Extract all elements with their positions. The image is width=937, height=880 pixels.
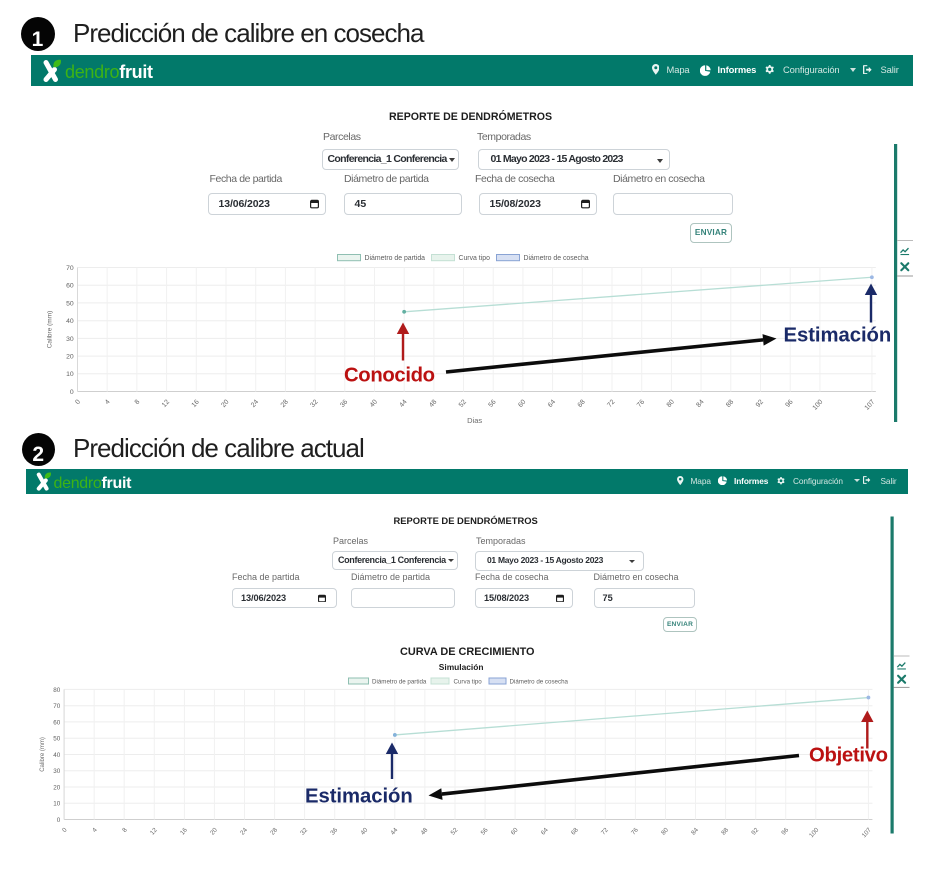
svg-text:20: 20 [53, 784, 61, 791]
svg-text:40: 40 [359, 826, 369, 836]
svg-text:Calibre (mm): Calibre (mm) [47, 311, 54, 349]
svg-text:68: 68 [570, 826, 580, 836]
svg-text:Estimación: Estimación [784, 325, 892, 347]
svg-text:16: 16 [191, 398, 201, 408]
svg-text:8: 8 [121, 826, 129, 834]
svg-text:8: 8 [134, 398, 142, 406]
svg-text:72: 72 [600, 826, 610, 836]
svg-text:Objetivo: Objetivo [809, 745, 888, 767]
svg-text:0: 0 [74, 398, 82, 406]
svg-text:70: 70 [66, 265, 74, 272]
svg-text:Diámetro de partida: Diámetro de partida [365, 255, 426, 262]
svg-text:52: 52 [450, 826, 460, 836]
svg-text:4: 4 [104, 398, 112, 406]
svg-text:100: 100 [812, 398, 825, 411]
svg-text:64: 64 [547, 398, 557, 408]
svg-text:Diámetro de partida: Diámetro de partida [372, 679, 427, 686]
svg-text:44: 44 [398, 398, 408, 408]
svg-text:107: 107 [861, 826, 874, 839]
svg-text:84: 84 [695, 398, 705, 408]
svg-text:88: 88 [720, 826, 730, 836]
svg-text:60: 60 [53, 719, 61, 726]
svg-text:32: 32 [309, 398, 319, 408]
svg-text:100: 100 [808, 826, 821, 839]
svg-text:64: 64 [540, 826, 550, 836]
svg-text:80: 80 [53, 687, 61, 694]
svg-text:70: 70 [53, 703, 61, 710]
svg-text:0: 0 [70, 389, 74, 396]
svg-text:16: 16 [179, 826, 189, 836]
svg-text:24: 24 [250, 398, 260, 408]
svg-text:72: 72 [606, 398, 616, 408]
svg-text:44: 44 [389, 826, 399, 836]
svg-text:50: 50 [66, 300, 74, 307]
svg-text:80: 80 [660, 826, 670, 836]
svg-text:68: 68 [577, 398, 587, 408]
svg-text:30: 30 [66, 336, 74, 343]
svg-text:56: 56 [487, 398, 497, 408]
svg-text:12: 12 [161, 398, 171, 408]
svg-text:60: 60 [66, 283, 74, 290]
svg-text:48: 48 [419, 826, 429, 836]
svg-text:40: 40 [369, 398, 379, 408]
svg-text:92: 92 [755, 398, 765, 408]
svg-text:Diámetro de cosecha: Diámetro de cosecha [510, 679, 569, 686]
svg-text:40: 40 [66, 318, 74, 325]
svg-text:20: 20 [220, 398, 230, 408]
svg-text:Calibre (mm): Calibre (mm) [40, 737, 46, 772]
svg-text:80: 80 [666, 398, 676, 408]
svg-text:60: 60 [510, 826, 520, 836]
svg-text:92: 92 [750, 826, 760, 836]
svg-text:60: 60 [517, 398, 527, 408]
svg-text:48: 48 [428, 398, 438, 408]
svg-text:84: 84 [690, 826, 700, 836]
svg-text:36: 36 [329, 826, 339, 836]
svg-text:24: 24 [239, 826, 249, 836]
svg-text:50: 50 [53, 736, 61, 743]
svg-text:40: 40 [53, 752, 61, 759]
svg-text:0: 0 [61, 826, 69, 834]
svg-text:88: 88 [725, 398, 735, 408]
svg-text:10: 10 [53, 801, 61, 808]
svg-text:10: 10 [66, 371, 74, 378]
svg-text:28: 28 [269, 826, 279, 836]
svg-text:32: 32 [299, 826, 309, 836]
svg-text:20: 20 [66, 353, 74, 360]
svg-text:30: 30 [53, 768, 61, 775]
svg-text:28: 28 [280, 398, 290, 408]
svg-text:76: 76 [630, 826, 640, 836]
svg-text:96: 96 [780, 826, 790, 836]
svg-text:Diámetro de cosecha: Diámetro de cosecha [524, 255, 589, 262]
svg-text:Estimación: Estimación [305, 785, 413, 807]
svg-text:107: 107 [864, 398, 877, 411]
svg-text:36: 36 [339, 398, 349, 408]
svg-text:52: 52 [458, 398, 468, 408]
svg-text:20: 20 [209, 826, 219, 836]
svg-text:76: 76 [636, 398, 646, 408]
svg-text:Curva tipo: Curva tipo [459, 255, 491, 262]
svg-text:Conocido: Conocido [344, 365, 435, 387]
svg-text:0: 0 [57, 817, 61, 824]
svg-text:Dias: Dias [467, 416, 482, 425]
svg-text:56: 56 [480, 826, 490, 836]
svg-text:12: 12 [149, 826, 159, 836]
svg-text:4: 4 [91, 826, 99, 834]
svg-text:96: 96 [784, 398, 794, 408]
svg-text:Curva tipo: Curva tipo [454, 679, 483, 686]
